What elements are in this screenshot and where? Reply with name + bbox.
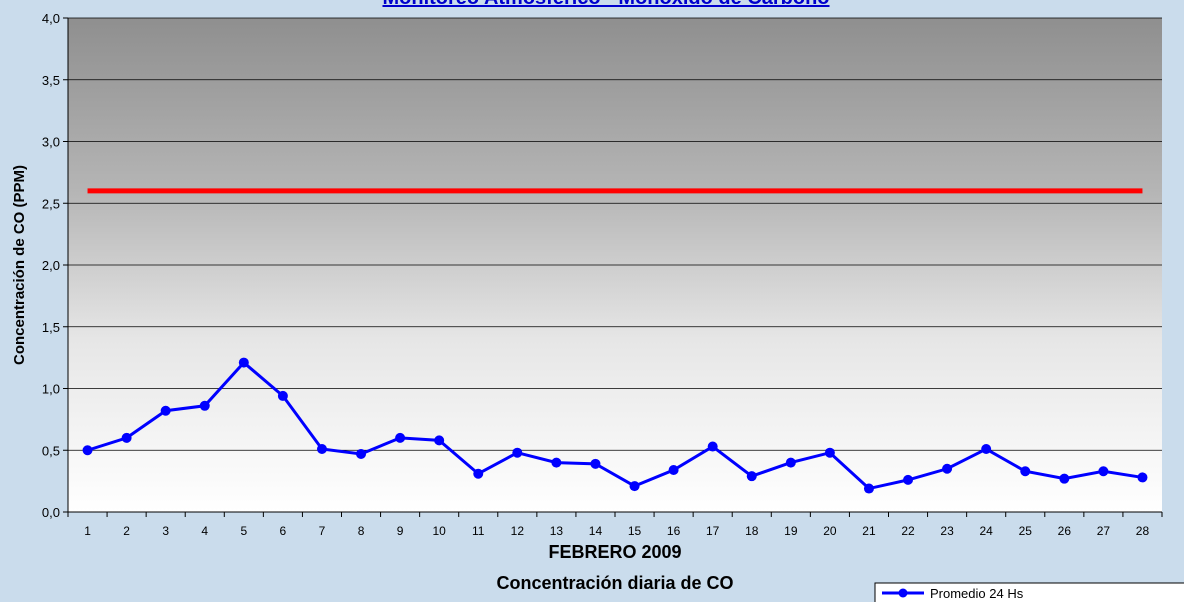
data-point — [551, 458, 561, 468]
x-tick-label: 20 — [823, 524, 837, 538]
data-point — [864, 484, 874, 494]
x-tick-label: 27 — [1097, 524, 1111, 538]
x-tick-label: 25 — [1019, 524, 1033, 538]
x-tick-label: 6 — [280, 524, 287, 538]
data-point — [83, 445, 93, 455]
x-tick-label: 15 — [628, 524, 642, 538]
x-tick-label: 10 — [432, 524, 446, 538]
y-tick-label: 1,0 — [42, 382, 60, 397]
y-tick-label: 0,5 — [42, 443, 60, 458]
data-point — [434, 435, 444, 445]
data-point — [825, 448, 835, 458]
data-point — [747, 471, 757, 481]
data-point — [669, 465, 679, 475]
x-tick-label: 28 — [1136, 524, 1150, 538]
x-tick-label: 2 — [123, 524, 130, 538]
data-point — [122, 433, 132, 443]
data-point — [161, 406, 171, 416]
y-tick-label: 3,0 — [42, 135, 60, 150]
data-point — [395, 433, 405, 443]
data-point — [239, 358, 249, 368]
y-tick-label: 1,5 — [42, 320, 60, 335]
x-tick-label: 16 — [667, 524, 681, 538]
x-tick-label: 4 — [201, 524, 208, 538]
x-tick-label: 26 — [1058, 524, 1072, 538]
x-tick-label: 8 — [358, 524, 365, 538]
data-point — [981, 444, 991, 454]
data-point — [1137, 472, 1147, 482]
y-tick-label: 3,5 — [42, 73, 60, 88]
x-tick-label: 17 — [706, 524, 720, 538]
data-point — [1098, 466, 1108, 476]
data-point — [903, 475, 913, 485]
x-tick-label: 12 — [511, 524, 525, 538]
data-point — [1059, 474, 1069, 484]
data-point — [200, 401, 210, 411]
data-point — [942, 464, 952, 474]
x-tick-label: 23 — [940, 524, 954, 538]
x-tick-label: 11 — [472, 524, 485, 538]
x-axis-label: FEBRERO 2009 — [548, 542, 681, 562]
chart-title: Monitoreo Atmosférico - Monóxido de Carb… — [382, 0, 829, 9]
x-tick-label: 13 — [550, 524, 564, 538]
y-tick-label: 2,5 — [42, 196, 60, 211]
data-point — [317, 444, 327, 454]
data-point — [1020, 466, 1030, 476]
data-point — [630, 481, 640, 491]
legend-label: Promedio 24 Hs — [930, 586, 1024, 601]
x-tick-label: 21 — [862, 524, 876, 538]
data-point — [786, 458, 796, 468]
y-tick-label: 0,0 — [42, 505, 60, 520]
data-point — [590, 459, 600, 469]
data-point — [708, 442, 718, 452]
data-point — [473, 469, 483, 479]
y-tick-label: 4,0 — [42, 11, 60, 26]
legend: Promedio 24 Hs — [875, 583, 1184, 602]
x-tick-label: 9 — [397, 524, 404, 538]
chart: Monitoreo Atmosférico - Monóxido de Carb… — [0, 0, 1184, 602]
data-point — [512, 448, 522, 458]
x-tick-label: 5 — [240, 524, 247, 538]
subtitle: Concentración diaria de CO — [496, 573, 733, 593]
x-tick-label: 24 — [979, 524, 993, 538]
data-point — [356, 449, 366, 459]
x-tick-label: 18 — [745, 524, 759, 538]
y-axis-label: Concentración de CO (PPM) — [11, 165, 28, 365]
y-tick-label: 2,0 — [42, 258, 60, 273]
x-tick-label: 19 — [784, 524, 798, 538]
x-tick-label: 22 — [901, 524, 915, 538]
x-tick-label: 1 — [84, 524, 91, 538]
legend-marker — [899, 589, 908, 598]
x-tick-label: 7 — [319, 524, 326, 538]
data-point — [278, 391, 288, 401]
x-tick-label: 14 — [589, 524, 603, 538]
x-tick-label: 3 — [162, 524, 169, 538]
